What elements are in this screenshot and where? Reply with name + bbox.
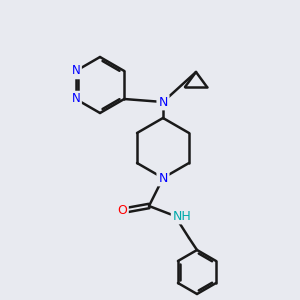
Text: N: N xyxy=(158,172,168,184)
Text: N: N xyxy=(71,64,80,77)
Text: O: O xyxy=(117,203,127,217)
Text: N: N xyxy=(71,92,80,106)
Text: N: N xyxy=(158,95,168,109)
Text: NH: NH xyxy=(172,209,191,223)
